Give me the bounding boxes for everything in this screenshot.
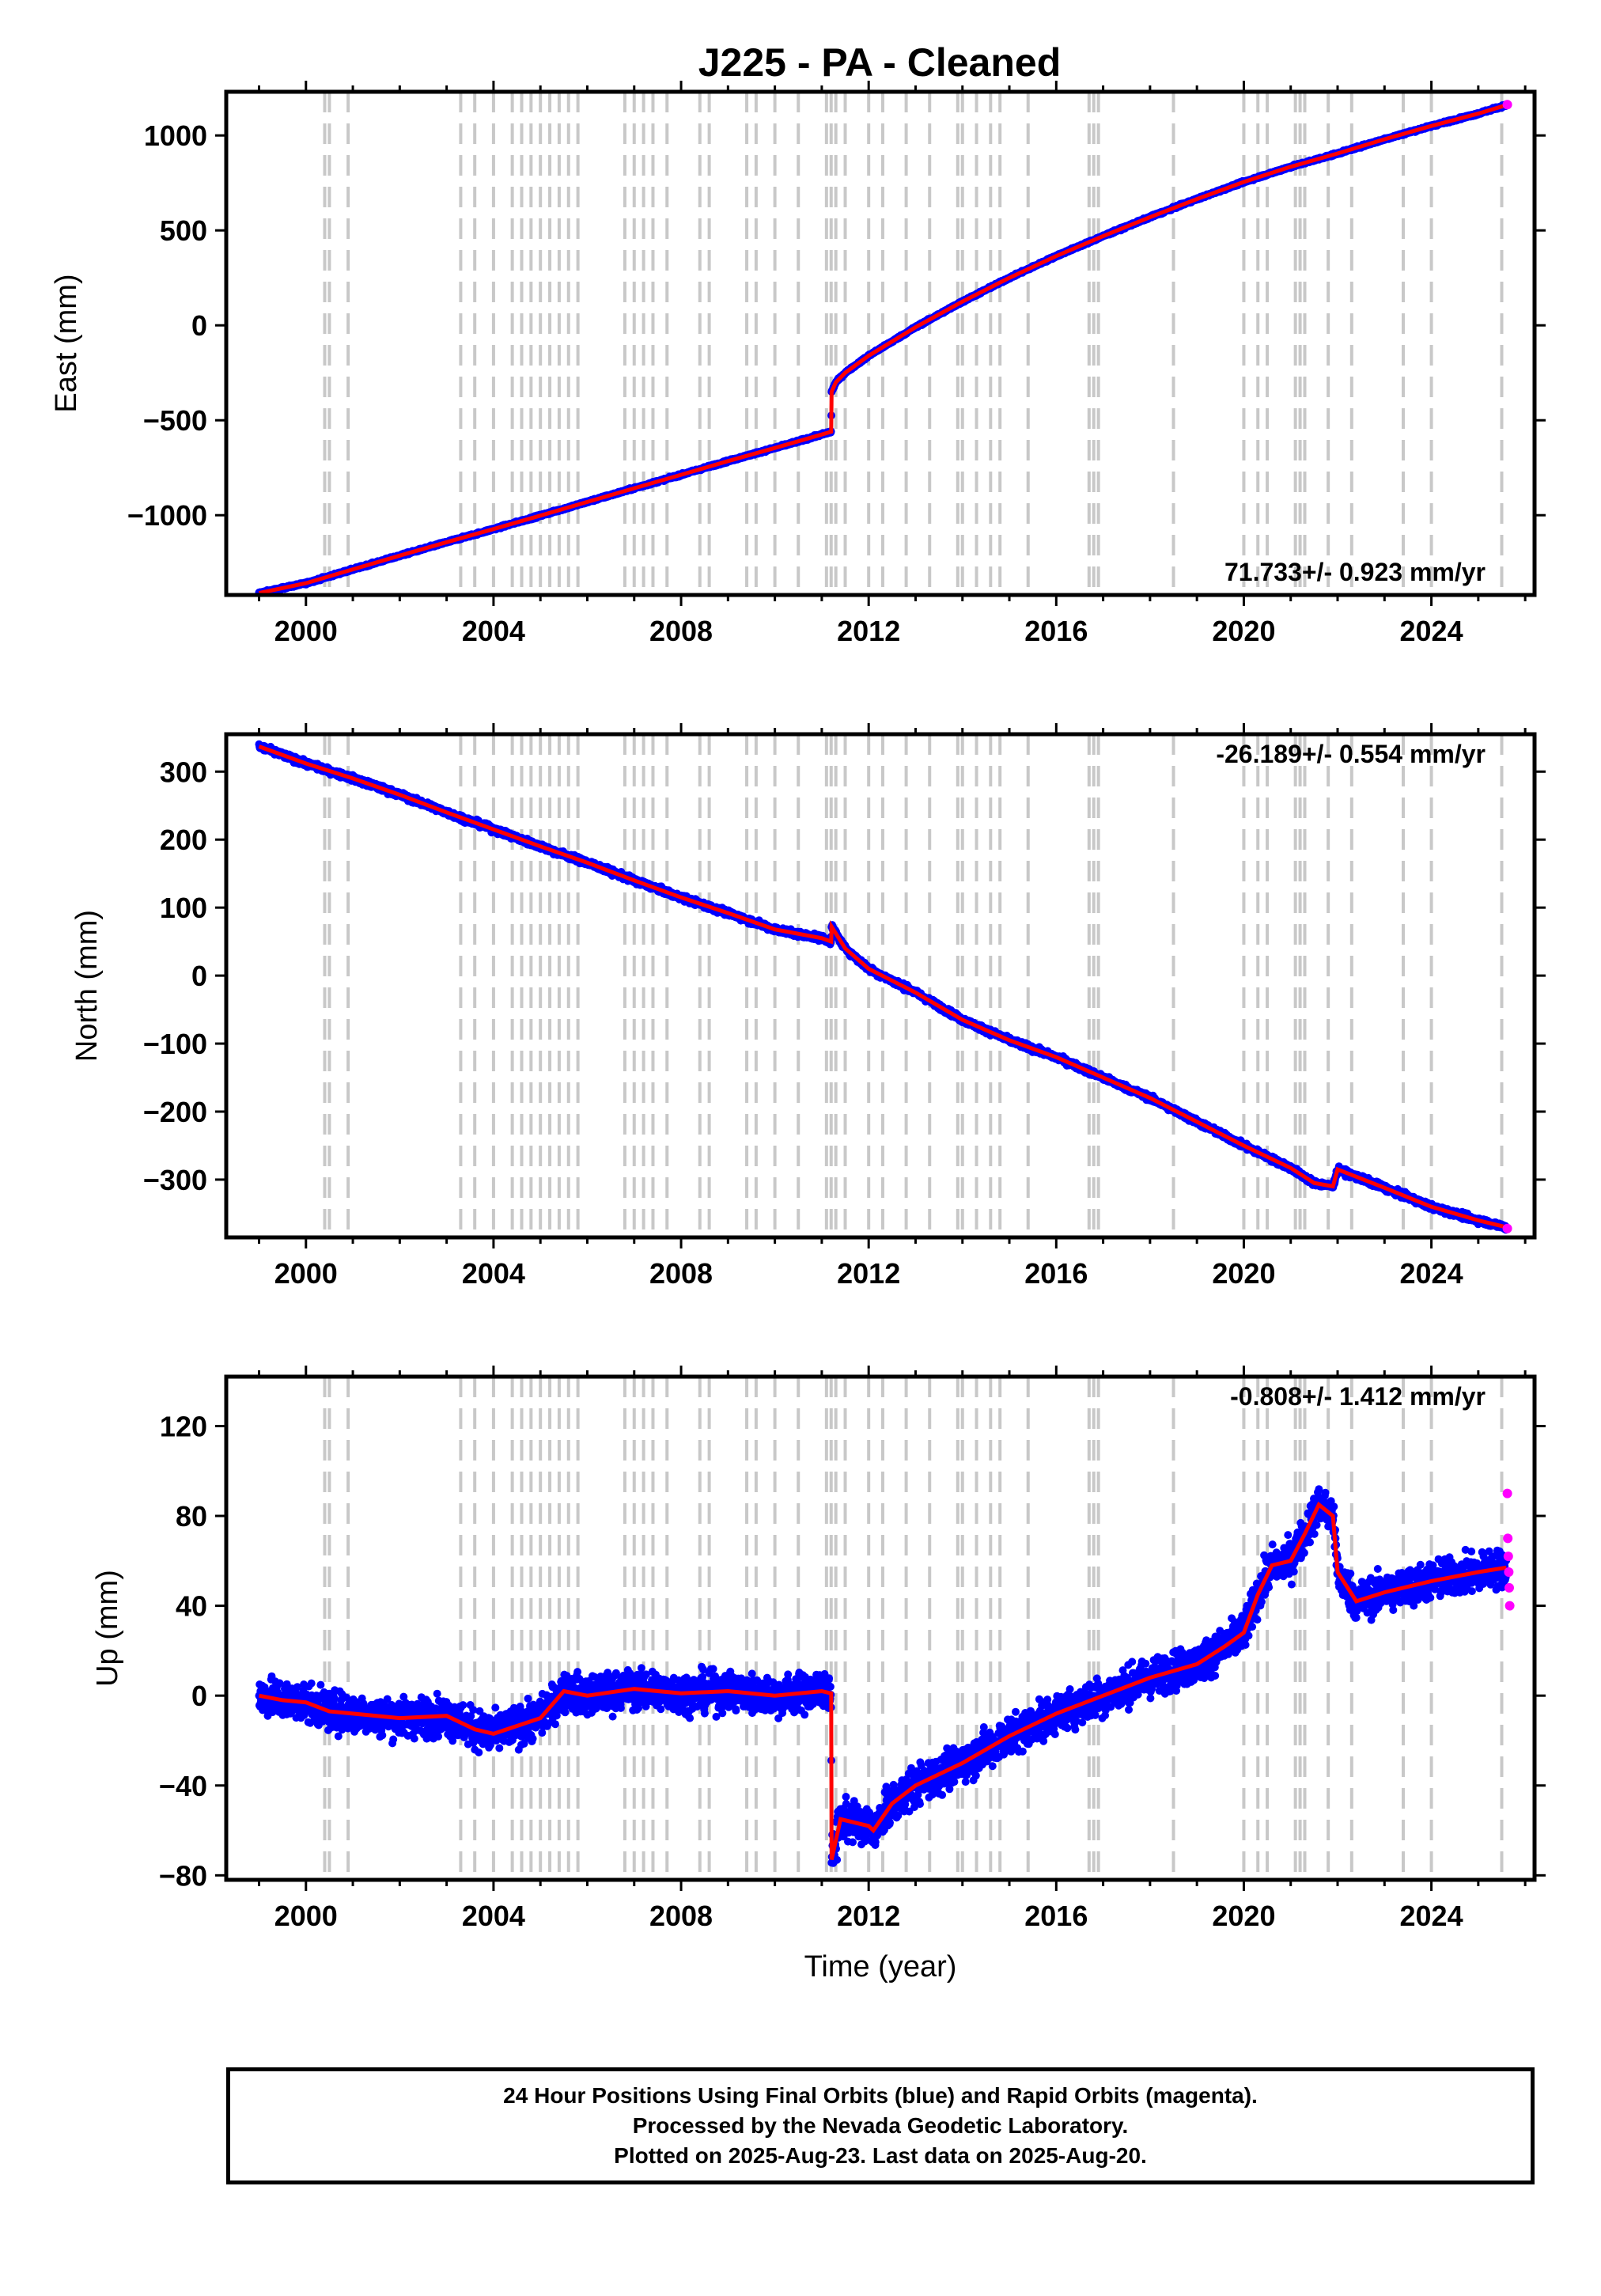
y-tick-label: −500 [143, 404, 207, 437]
panel-frame-0 [224, 89, 1537, 597]
rapid-orbit-point [1502, 100, 1512, 110]
y-tick-label: 1000 [144, 119, 207, 152]
plot-area-0 [255, 92, 1512, 595]
chart-title: J225 - PA - Cleaned [698, 40, 1062, 85]
x-tick-label: 2024 [1400, 615, 1463, 647]
model-line-0 [258, 103, 1508, 595]
y-tick-label: −1000 [127, 499, 207, 532]
y-axis-label: East (mm) [50, 274, 83, 412]
panel-0: 2000 2004 2008 2012 2016 2020 2024 1000 500 0 −500… [50, 81, 1546, 647]
panel-1: 2000 2004 2008 2012 2016 2020 20243002001000−1… [70, 723, 1546, 1290]
x-tick-label: 2012 [837, 615, 900, 647]
y-tick-label: 0 [191, 309, 207, 342]
x-tick-label: 2008 [649, 615, 713, 647]
y-tick-label: 500 [160, 214, 207, 247]
x-tick-label: 2000 [274, 615, 338, 647]
x-tick-label: 2004 [462, 615, 525, 647]
x-tick-label: 2016 [1024, 615, 1088, 647]
rate-annotation: 71.733+/- 0.923 mm/yr [1224, 558, 1486, 586]
plot-area-1 [255, 734, 1512, 1237]
x-tick-label: 2020 [1212, 615, 1275, 647]
